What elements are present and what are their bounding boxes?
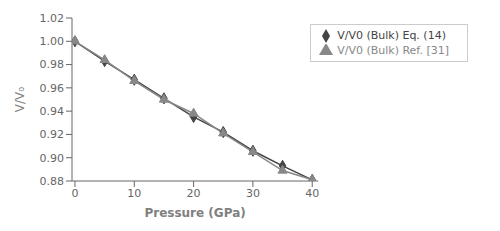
svg-text:0.88: 0.88 [40, 175, 65, 188]
html-text:V/V0 (Bulk) Eq. (14): V/V0 (Bulk) Eq. (14) [337, 29, 446, 42]
html-text:V/V0 (Bulk) Ref. [31]: V/V0 (Bulk) Ref. [31] [337, 44, 449, 57]
svg-text:1.02: 1.02 [40, 12, 65, 25]
svg-text:0.94: 0.94 [40, 105, 65, 118]
svg-text:Pressure (GPa): Pressure (GPa) [144, 206, 245, 220]
svg-text:0.90: 0.90 [40, 152, 65, 165]
svg-text:1.00: 1.00 [40, 35, 65, 48]
svg-text:20: 20 [187, 187, 201, 200]
svg-text:0.98: 0.98 [40, 58, 65, 71]
svg-text:0.96: 0.96 [40, 82, 65, 95]
svg-text:10: 10 [127, 187, 141, 200]
svg-text:0: 0 [71, 187, 78, 200]
svg-text:V/V₀: V/V₀ [13, 87, 27, 112]
svg-text:0.92: 0.92 [40, 128, 65, 141]
svg-text:40: 40 [305, 187, 319, 200]
svg-text:30: 30 [246, 187, 260, 200]
